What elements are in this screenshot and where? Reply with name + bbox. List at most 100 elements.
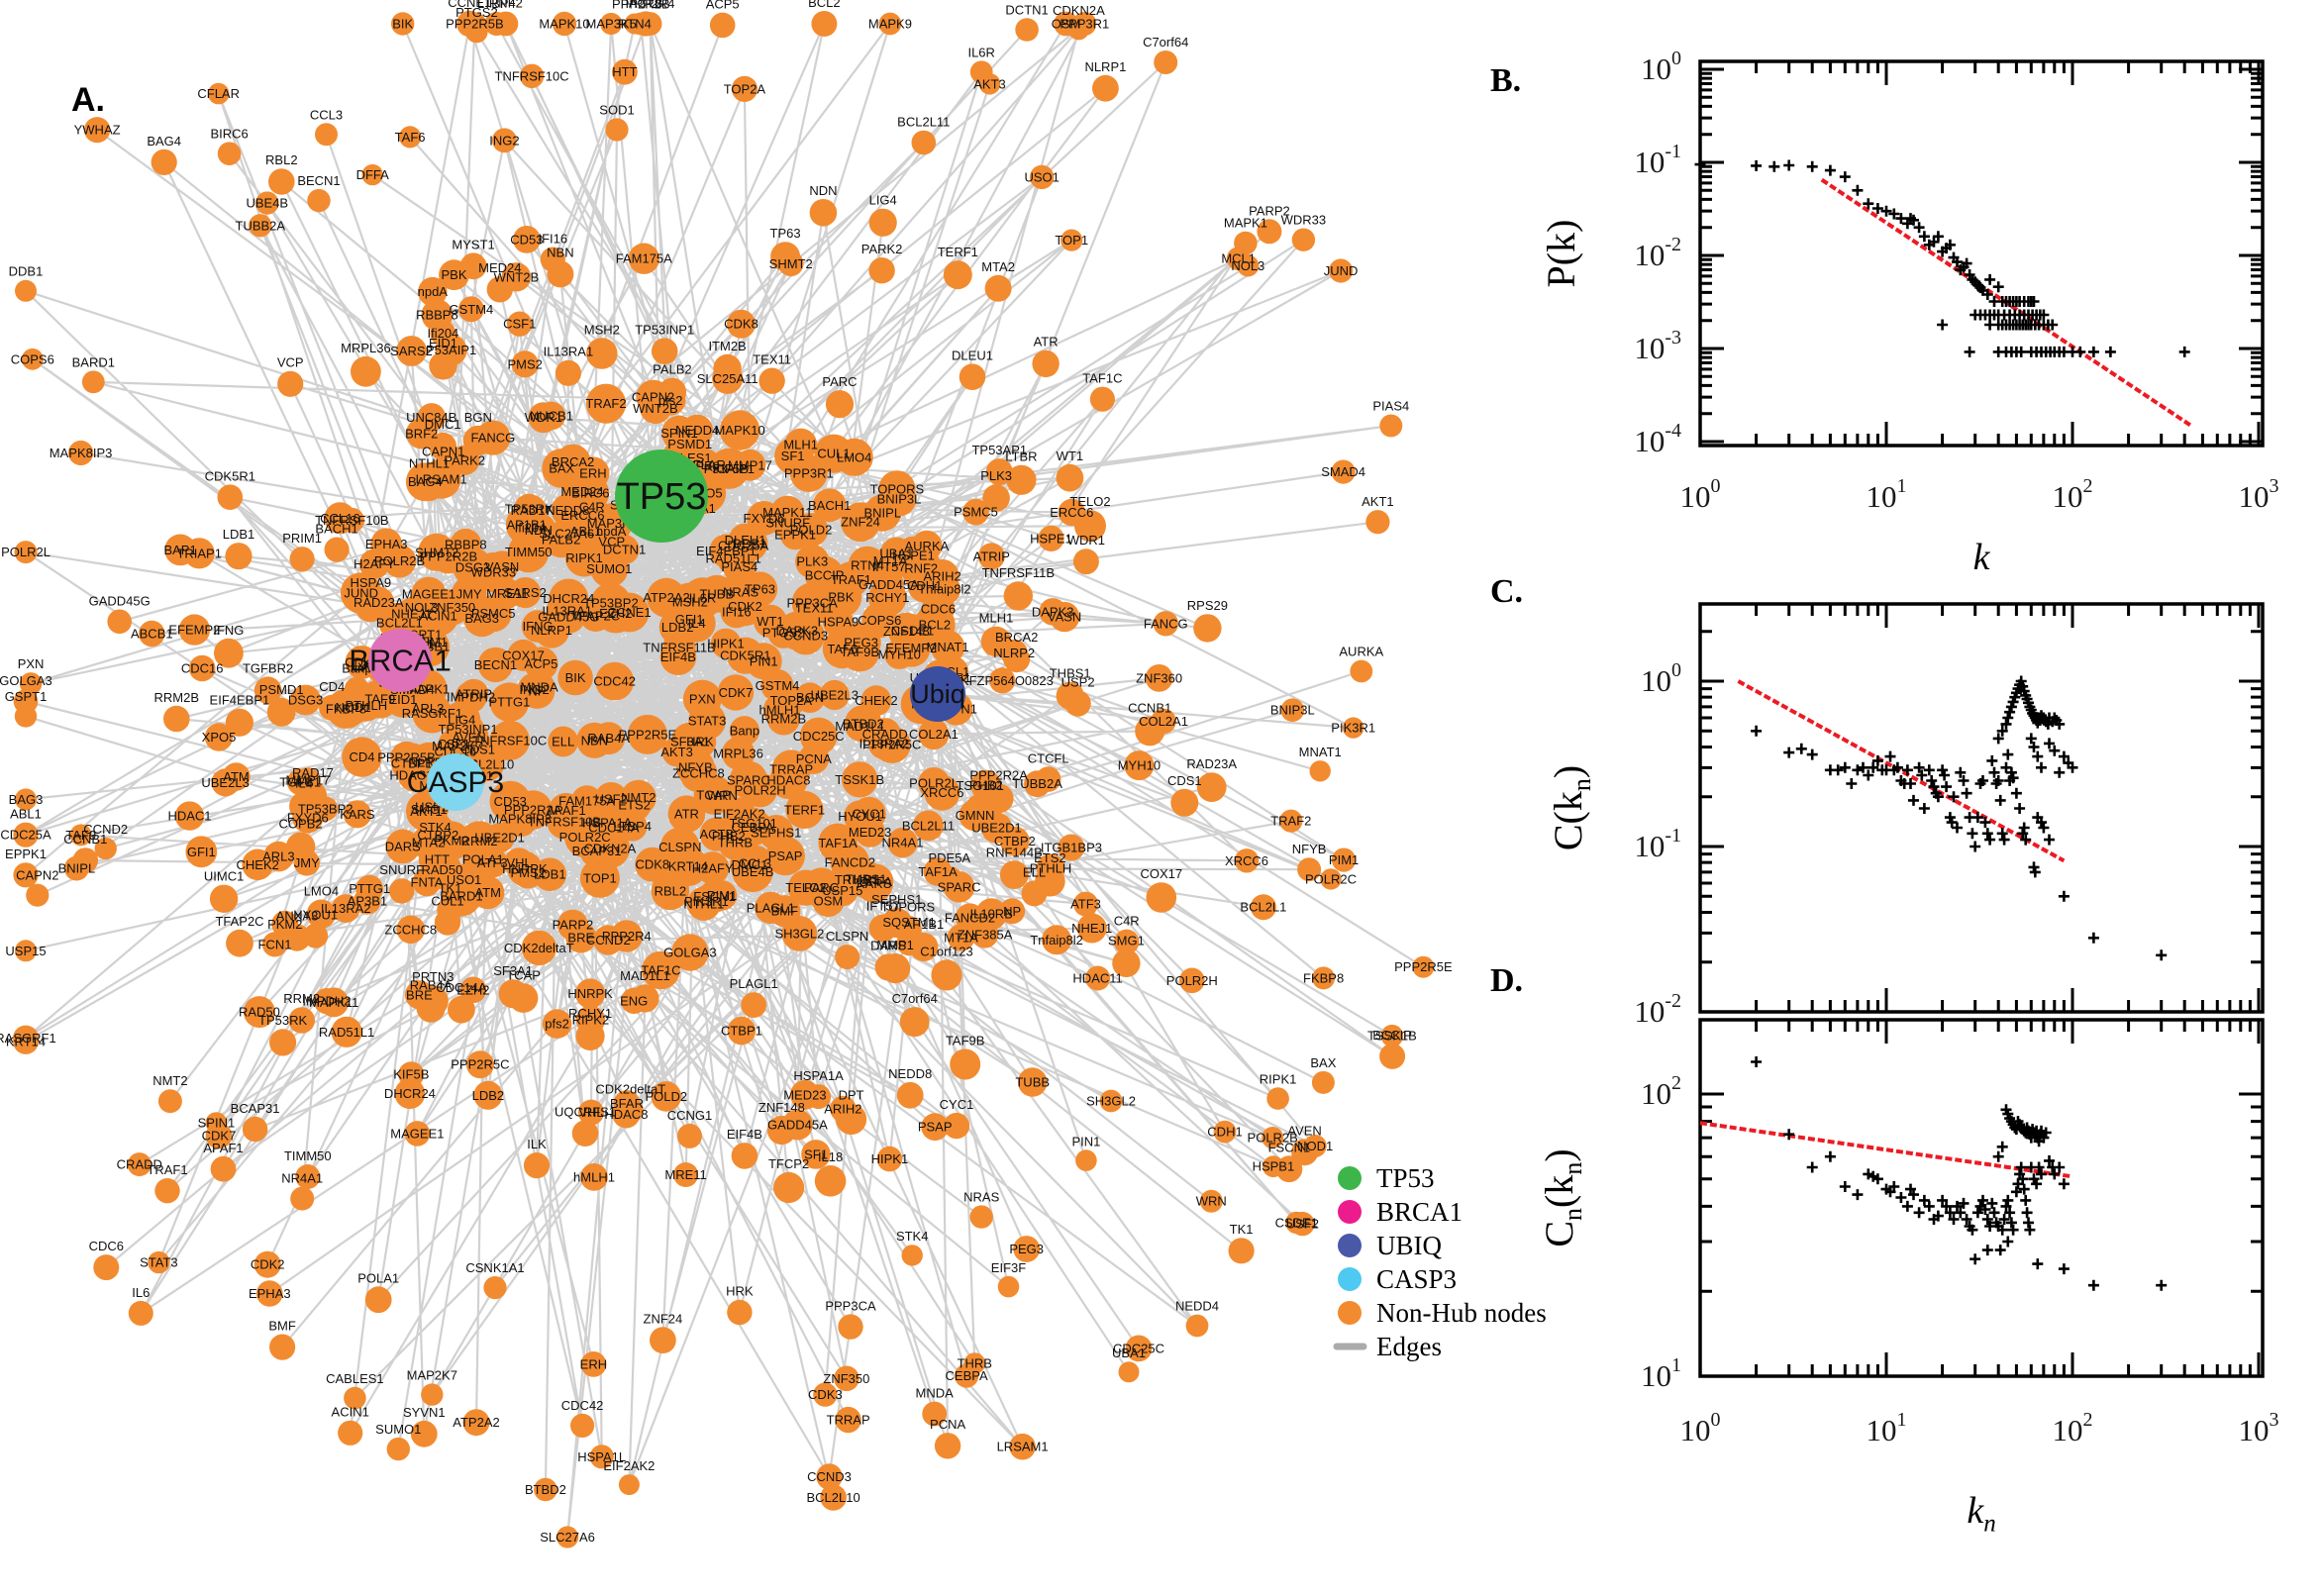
y-tick-label: 100​ bbox=[1641, 659, 1681, 698]
gene-label: EIF3F bbox=[991, 1260, 1026, 1275]
gene-label: EPPK1 bbox=[5, 847, 47, 861]
gene-label: ZNF148 bbox=[883, 624, 930, 639]
fit-line bbox=[1699, 1121, 2073, 1179]
gene-label: GSTM4 bbox=[756, 678, 800, 693]
gene-label: ING2 bbox=[489, 133, 519, 148]
gene-label: RAD23A bbox=[1186, 756, 1237, 771]
network-node bbox=[501, 800, 539, 838]
gene-label: LIG4 bbox=[869, 193, 897, 208]
network-node bbox=[183, 538, 215, 569]
gene-label: THBS1 bbox=[846, 872, 887, 887]
network-node bbox=[457, 296, 484, 323]
network-node bbox=[285, 832, 316, 862]
network-node bbox=[315, 123, 338, 147]
network-node bbox=[571, 1120, 599, 1147]
gene-label: JUND bbox=[344, 586, 378, 601]
hub-label-brca1: BRCA1 bbox=[349, 644, 451, 678]
network-node bbox=[1213, 1120, 1237, 1144]
gene-label: WRN bbox=[1196, 1194, 1227, 1209]
network-node bbox=[725, 586, 765, 627]
network-node bbox=[552, 599, 586, 634]
gene-label: APAF1 bbox=[546, 803, 585, 818]
network-node bbox=[876, 1146, 903, 1172]
gene-label: FANCG bbox=[471, 431, 516, 446]
gene-label: SUMO1 bbox=[375, 1422, 421, 1437]
gene-label: CCNB1 bbox=[63, 832, 107, 847]
gene-label: NRAS bbox=[723, 585, 758, 600]
gene-label: TGFBR2 bbox=[243, 660, 293, 675]
network-node bbox=[950, 1048, 981, 1080]
gene-label: IL4 bbox=[688, 616, 706, 631]
gene-label: ZNF350 bbox=[823, 1371, 869, 1386]
gene-label: COPB2 bbox=[279, 817, 323, 832]
gene-label: DSG3 bbox=[455, 560, 490, 575]
gene-label: NHEJ1 bbox=[1071, 921, 1112, 936]
gene-label: BCAP31 bbox=[231, 1101, 280, 1116]
gene-label: SPIN1 bbox=[660, 426, 698, 441]
network-node bbox=[484, 11, 509, 37]
network-node bbox=[768, 895, 801, 928]
gene-label: THBS1 bbox=[1050, 666, 1091, 681]
gene-label: CDS1 bbox=[1167, 773, 1202, 788]
gene-label: CDC42 bbox=[593, 674, 636, 689]
network-node bbox=[277, 370, 304, 397]
gene-label: TEX11 bbox=[795, 600, 834, 615]
gene-label: NDN bbox=[525, 523, 553, 538]
network-node bbox=[1412, 955, 1435, 978]
axis-ticks bbox=[1698, 1020, 2263, 1376]
gene-label: POLA1 bbox=[357, 1270, 399, 1285]
network-node bbox=[1151, 708, 1176, 735]
network-node bbox=[431, 539, 466, 574]
network-node bbox=[534, 1477, 557, 1502]
gene-label: TP53BP2 bbox=[298, 801, 354, 816]
gene-label: BNIP3L bbox=[877, 492, 922, 507]
gene-label: NMT2 bbox=[621, 790, 656, 805]
network-node bbox=[858, 863, 894, 900]
network-node bbox=[507, 850, 543, 887]
gene-label: FNTA bbox=[411, 874, 444, 889]
network-node bbox=[416, 993, 446, 1023]
gene-label: UNC84B bbox=[406, 410, 456, 425]
gene-label: ZNF24 bbox=[841, 515, 880, 530]
network-node bbox=[727, 1016, 757, 1046]
fit-line bbox=[1737, 679, 2066, 863]
gene-label: TNFRSF10B bbox=[315, 513, 388, 528]
network-node bbox=[429, 351, 457, 380]
gene-label: GADD45G bbox=[89, 594, 151, 609]
gene-label: TAF9 bbox=[364, 691, 395, 706]
gene-label: TAF9 bbox=[65, 828, 96, 843]
gene-label: PCNA bbox=[930, 1417, 965, 1432]
network-node bbox=[816, 1463, 843, 1490]
gene-label: CDC25A bbox=[718, 539, 769, 553]
network-node bbox=[1228, 1238, 1255, 1264]
gene-label: TRAF1 bbox=[831, 572, 871, 587]
network-node bbox=[789, 454, 828, 492]
network-node bbox=[717, 674, 755, 711]
gene-label: MED23 bbox=[849, 825, 891, 840]
gene-label: LDB2 bbox=[472, 1088, 505, 1103]
network-node bbox=[410, 1420, 438, 1447]
gene-label: AP1B1 bbox=[506, 517, 546, 532]
network-node bbox=[841, 502, 880, 543]
network-node bbox=[775, 684, 807, 716]
gene-label: PPP3R1 bbox=[784, 466, 834, 481]
gene-label: NMT2 bbox=[152, 1073, 187, 1088]
gene-label: P53AIP1 bbox=[426, 343, 476, 357]
network-node bbox=[593, 925, 624, 955]
network-node bbox=[523, 1152, 551, 1179]
network-node bbox=[524, 647, 558, 681]
gene-label: BGN bbox=[464, 410, 492, 425]
network-node bbox=[396, 336, 427, 366]
network-node bbox=[985, 458, 1013, 486]
network-node bbox=[570, 1413, 595, 1438]
gene-label: IMPDH2 bbox=[447, 690, 495, 705]
gene-label: PPP2R5B bbox=[377, 750, 436, 765]
network-node bbox=[556, 1526, 579, 1548]
network-node bbox=[414, 471, 445, 502]
network-node bbox=[835, 1406, 861, 1434]
gene-label: PLAGL1 bbox=[747, 900, 795, 915]
gene-label: MYH10 bbox=[878, 647, 921, 661]
y-axis-title: Cn​(kn​) bbox=[1537, 1148, 1587, 1247]
network-node bbox=[586, 338, 618, 369]
y-tick-label: 101​ bbox=[1641, 1354, 1681, 1393]
